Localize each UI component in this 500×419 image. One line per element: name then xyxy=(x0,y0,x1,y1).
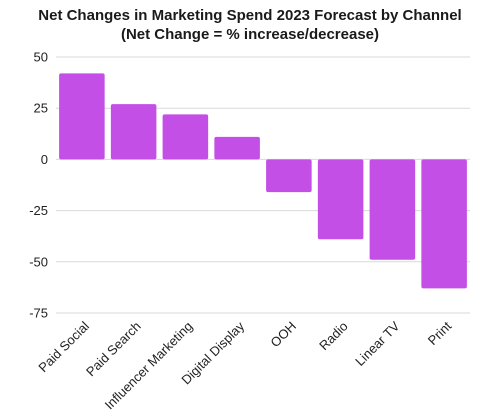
bar-digital-display xyxy=(214,136,260,160)
bar-paid-search xyxy=(110,104,157,160)
y-axis-ticks: 50 25 0 -25 -50 -75 xyxy=(29,50,48,321)
chart-title-block: Net Changes in Marketing Spend 2023 Fore… xyxy=(0,6,500,44)
x-category-label: OOH xyxy=(267,319,299,351)
bar-print xyxy=(421,159,467,289)
x-category-label: Influencer Marketing xyxy=(102,319,196,413)
bar-paid-social xyxy=(59,73,105,160)
x-category-label: Linear TV xyxy=(352,318,403,369)
chart-title: Net Changes in Marketing Spend 2023 Fore… xyxy=(38,7,462,24)
y-tick-label: -50 xyxy=(29,254,48,269)
x-category-label: Paid Social xyxy=(35,318,92,375)
x-category-label: Print xyxy=(425,318,455,348)
bars xyxy=(59,73,467,289)
bar-ooh xyxy=(266,159,312,193)
bar-influencer-marketing xyxy=(162,114,209,160)
y-tick-label: 25 xyxy=(34,101,48,116)
y-tick-label: 50 xyxy=(34,50,48,65)
y-tick-label: -75 xyxy=(29,306,48,321)
y-tick-label: 0 xyxy=(41,152,48,167)
bar-radio xyxy=(317,159,364,240)
y-tick-label: -25 xyxy=(29,203,48,218)
bar-linear-tv xyxy=(369,159,416,260)
x-category-label: Radio xyxy=(316,319,351,354)
chart-subtitle: (Net Change = % increase/decrease) xyxy=(120,26,380,43)
